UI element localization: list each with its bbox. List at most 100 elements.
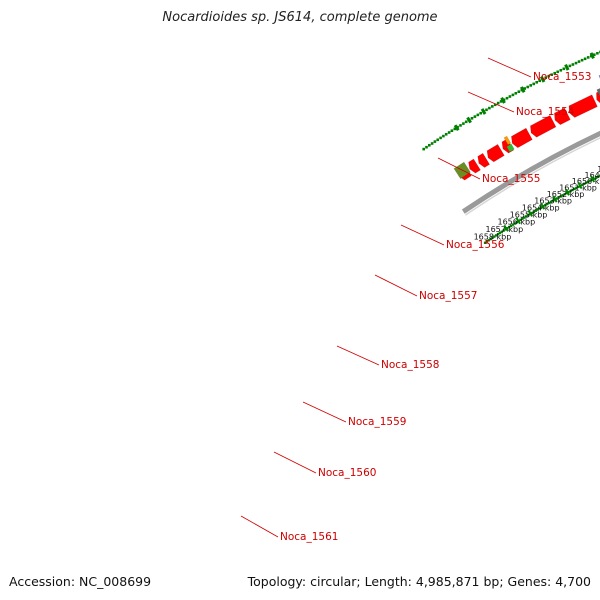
backbone-arc [461,130,600,214]
gene-label: Noca_1553 [533,71,591,83]
gene-label: Noca_1561 [280,531,338,543]
scale-dot [561,194,564,197]
cds-arrow [477,152,491,168]
gc-tick [500,96,506,104]
scale-dot [534,209,537,212]
scale-dot [515,221,518,224]
scale-dot [487,239,490,242]
scale-tick-label: 1651 kbp [559,183,597,192]
gc-dot [544,76,547,79]
gene-leader-line [302,401,347,423]
scale-dot [521,217,524,220]
scale-tick-label: 1657 kbp [485,225,523,234]
scale-dot [508,225,511,229]
scale-dot [589,179,592,182]
scale-dot [504,228,507,231]
gc-tick [453,124,460,132]
gc-dot [526,85,529,89]
cds-arrow [568,94,598,118]
scale-dot [565,192,568,195]
gene-label: Noca_1560 [318,467,376,479]
gene-leader-line [487,57,532,78]
scale-dot [595,176,598,179]
scale-dot [559,195,562,198]
scale-dot [583,182,586,185]
scale-tick-label: 1656 kbp [497,218,535,227]
gc-dot [479,111,482,115]
gc-dot [499,100,503,103]
gc-tick [520,86,526,93]
gc-dot [425,145,428,149]
gene-leader-line [273,451,317,474]
scale-dot [491,236,494,239]
scale-dot [581,183,584,186]
scale-dot [502,229,505,232]
scale-dot [575,186,578,190]
scale-dot [546,202,549,206]
cds-arrow [530,114,557,138]
feature-orange [503,135,512,146]
gc-dot [571,63,575,66]
scale-dot [483,241,487,244]
scale-tick-label: 1658 kbp [474,232,512,241]
gc-dot [496,101,500,105]
genome-summary: Topology: circular; Length: 4,985,871 bp… [247,574,591,589]
gc-dot [493,103,497,107]
gc-dot [568,64,572,68]
gc-dot [535,81,538,84]
gc-dot [514,92,518,95]
gc-dot [422,147,425,151]
gene-leader-line [374,274,418,297]
feature-gray [596,88,600,98]
gc-dot [476,113,480,117]
scale-dot [523,216,526,219]
gc-dot [574,61,578,65]
gene-label: Noca_1558 [381,359,439,371]
gc-dot [532,82,535,86]
backbone-arc-shadow [465,137,600,216]
scale-dot [567,190,570,194]
gc-dot [450,129,454,132]
gc-tick [564,64,570,71]
cds-arrow [486,143,505,163]
scale-tick [527,209,534,217]
gc-track [422,50,600,151]
scale-tick-label: 1650 kbp [572,177,600,186]
scale-dot [532,210,535,214]
gc-dot [436,138,439,142]
gc-dot [553,71,556,75]
scale-dot [500,230,503,233]
scale-dot [540,206,543,209]
gc-dot [586,56,590,59]
gc-dot [444,133,448,136]
scale-dot [538,207,541,210]
gc-tick [466,116,472,124]
gc-dot [430,142,434,145]
map-title: Nocardioides sp. JS614, complete genome [162,10,438,25]
gene-label: Noca_1556 [446,239,505,251]
scale-tick [564,188,570,196]
gc-dot [596,52,599,55]
scale-track: 1647 kbp1648 kbp1649 kbp1650 kbp1651 kbp… [474,165,600,244]
accession-label: Accession: NC_008699 [9,574,152,589]
scale-dot [536,208,539,211]
scale-tick [515,217,521,225]
gene-leader-line [240,515,279,538]
gc-dot [529,84,532,87]
gene-label: Noca_1559 [348,416,406,428]
scale-dot [585,181,588,184]
gc-dot [562,67,566,71]
scale-dot [573,187,576,191]
scale-dot [498,231,502,235]
gene-labels: Noca_1553 Noca_1554 Noca_1555 Noca_1556 Noca… [240,57,591,543]
scale-dot [495,234,498,237]
gc-dot [428,144,431,147]
scale-dot [525,215,528,218]
gc-dot [470,117,474,120]
scale-tick [590,175,596,183]
gc-dot [538,79,541,83]
gene-label: Noca_1557 [419,290,477,302]
scale-dot [506,227,509,230]
gc-dot [508,95,512,98]
